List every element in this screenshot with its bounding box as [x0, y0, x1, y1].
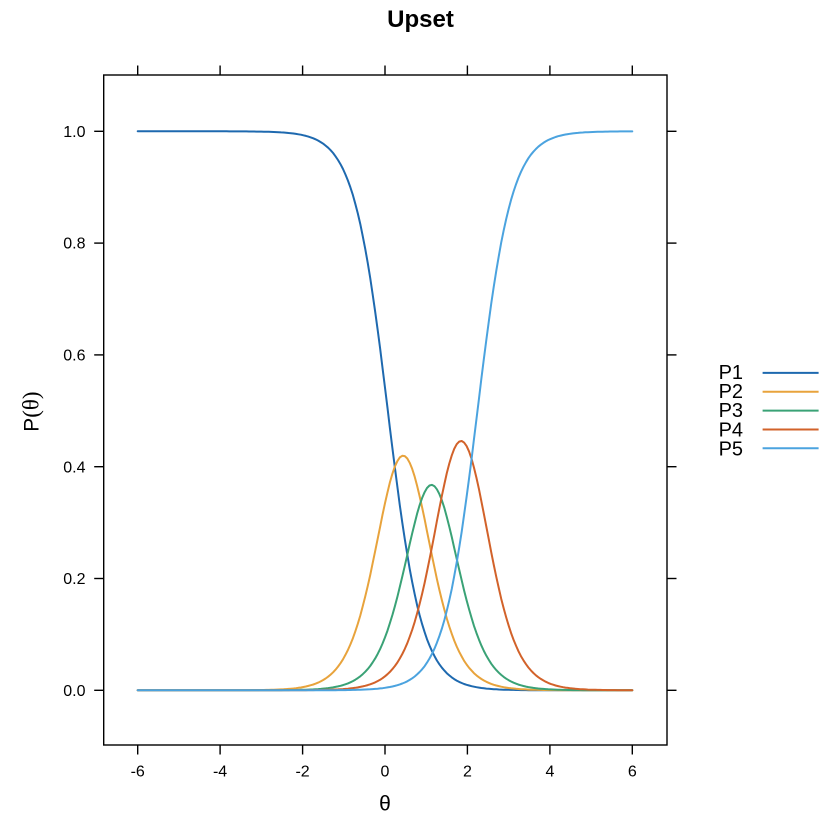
svg-text:P(θ): P(θ): [18, 391, 43, 431]
svg-text:0.4: 0.4: [63, 459, 85, 476]
svg-text:2: 2: [463, 764, 472, 781]
svg-text:P5: P5: [719, 439, 743, 461]
svg-text:0.8: 0.8: [63, 236, 85, 253]
svg-text:-6: -6: [131, 764, 145, 781]
svg-text:P4: P4: [719, 419, 743, 441]
svg-text:0.6: 0.6: [63, 348, 85, 365]
svg-text:P3: P3: [719, 400, 743, 422]
svg-text:θ: θ: [379, 793, 391, 816]
svg-text:P2: P2: [719, 381, 743, 403]
svg-text:0: 0: [381, 764, 390, 781]
svg-text:P1: P1: [719, 362, 743, 384]
svg-text:1.0: 1.0: [63, 124, 85, 141]
svg-text:Upset: Upset: [387, 6, 454, 33]
svg-text:-2: -2: [295, 764, 309, 781]
svg-text:6: 6: [628, 764, 637, 781]
svg-text:-4: -4: [213, 764, 227, 781]
svg-text:0.0: 0.0: [63, 683, 85, 700]
svg-text:4: 4: [545, 764, 554, 781]
svg-text:0.2: 0.2: [63, 571, 85, 588]
